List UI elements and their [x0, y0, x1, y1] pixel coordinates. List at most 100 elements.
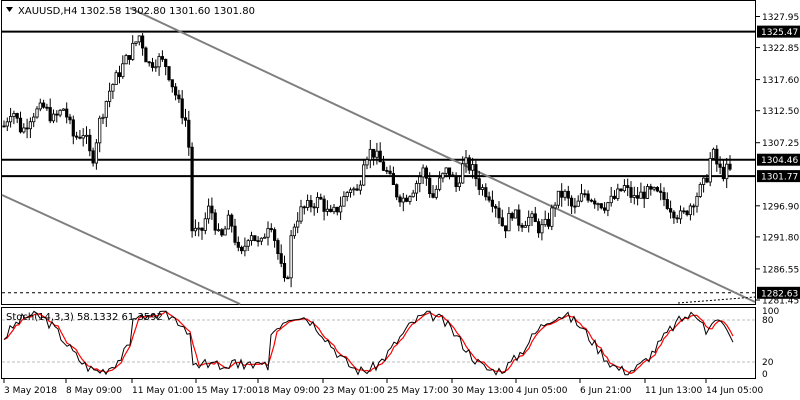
- candle-body: [395, 184, 399, 198]
- candle-body: [246, 240, 250, 247]
- ohlc-readout: 1302.58 1302.80 1301.60 1301.80: [80, 6, 255, 17]
- price-tick-label: 1317.60: [762, 76, 799, 86]
- stoch-panel-border: [1, 307, 756, 379]
- candle-body: [305, 200, 310, 208]
- candle-body: [441, 172, 445, 179]
- candle-body: [88, 134, 92, 152]
- candle-body: [503, 225, 508, 232]
- candle-body: [203, 218, 207, 231]
- candle-body: [500, 217, 504, 227]
- candle-body: [711, 148, 716, 159]
- candle-body: [692, 205, 696, 208]
- candle-body: [197, 227, 201, 230]
- candle-body: [527, 216, 531, 227]
- candle-body: [599, 203, 603, 209]
- candle-body: [573, 205, 577, 208]
- candle-body: [187, 119, 191, 148]
- candle-body: [124, 55, 128, 65]
- candle-body: [160, 56, 164, 60]
- candle-body: [589, 199, 594, 202]
- stoch-main-line: [3, 310, 734, 376]
- candle-body: [51, 113, 56, 122]
- candle-body: [480, 187, 485, 190]
- candle-body: [15, 113, 19, 119]
- candle-body: [543, 218, 547, 226]
- candle-body: [474, 164, 478, 180]
- stoch-scale-label: 80: [762, 316, 774, 326]
- candle-body: [725, 163, 729, 180]
- candle-body: [137, 35, 141, 43]
- candle-body: [12, 113, 16, 117]
- time-tick-label: 25 May 17:00: [387, 386, 449, 396]
- candle-body: [365, 159, 369, 166]
- candle-body: [414, 183, 419, 194]
- candle-body: [385, 170, 389, 172]
- candle-body: [467, 157, 471, 171]
- candle-body: [398, 196, 402, 203]
- candle-body: [678, 210, 683, 220]
- level-tag-bg: [757, 153, 800, 166]
- main-panel-border: [1, 0, 756, 305]
- candle-body: [540, 224, 544, 234]
- candle-body: [266, 228, 270, 238]
- candle-body: [626, 185, 630, 188]
- candle-body: [226, 214, 230, 230]
- candle-body: [672, 211, 676, 219]
- candle-body: [65, 108, 69, 118]
- candle-body: [477, 178, 481, 190]
- time-tick-label: 18 May 09:00: [258, 386, 320, 396]
- symbol-timeframe-label: XAUUSD,H4: [18, 6, 77, 17]
- candle-body: [35, 108, 39, 118]
- candle-body: [622, 185, 627, 192]
- candle-body: [665, 199, 669, 209]
- candle-body: [408, 196, 412, 202]
- candle-body: [71, 119, 75, 137]
- candle-body: [216, 229, 221, 232]
- candle-body: [645, 186, 650, 199]
- candle-body: [596, 203, 600, 206]
- descending-trendline[interactable]: [129, 7, 756, 303]
- candle-body: [164, 58, 168, 68]
- candle-body: [272, 229, 277, 241]
- candle-body: [391, 173, 396, 186]
- candle-body: [335, 206, 339, 213]
- candle-body: [537, 221, 541, 234]
- candle-body: [299, 206, 303, 222]
- candle-body: [352, 188, 356, 191]
- candle-body: [530, 213, 534, 218]
- dotted-extension-line: [677, 296, 756, 304]
- time-tick-label: 8 May 09:00: [66, 386, 122, 396]
- candle-body: [721, 166, 726, 180]
- level-tag-bg: [757, 25, 800, 38]
- candle-body: [437, 177, 442, 190]
- candle-body: [546, 218, 551, 227]
- candle-body: [38, 102, 42, 110]
- chart-dropdown-triangle-icon[interactable]: [6, 7, 13, 12]
- candle-body: [378, 150, 382, 163]
- candle-body: [454, 176, 458, 188]
- candle-body: [91, 150, 95, 164]
- candle-body: [249, 235, 254, 242]
- candle-body: [662, 192, 666, 200]
- lower-channel-trendline[interactable]: [1, 194, 241, 305]
- candle-body: [603, 207, 607, 211]
- candle-body: [111, 84, 115, 92]
- candle-body: [655, 187, 660, 192]
- candle-body: [131, 42, 135, 60]
- candle-body: [609, 195, 613, 204]
- candle-body: [45, 106, 49, 109]
- stoch-label: Stoch(14,3,3) 58.1332 61.3592: [6, 312, 163, 323]
- candle-body: [220, 229, 224, 236]
- candle-body: [170, 79, 174, 88]
- candle-body: [68, 116, 72, 121]
- level-tag-label: 1301.77: [761, 173, 798, 183]
- candle-body: [121, 63, 125, 78]
- candle-body: [269, 228, 273, 231]
- candle-body: [642, 191, 646, 199]
- time-tick-label: 6 Jun 21:00: [580, 386, 632, 396]
- price-tick-label: 1307.25: [762, 139, 799, 149]
- candle-body: [144, 47, 148, 63]
